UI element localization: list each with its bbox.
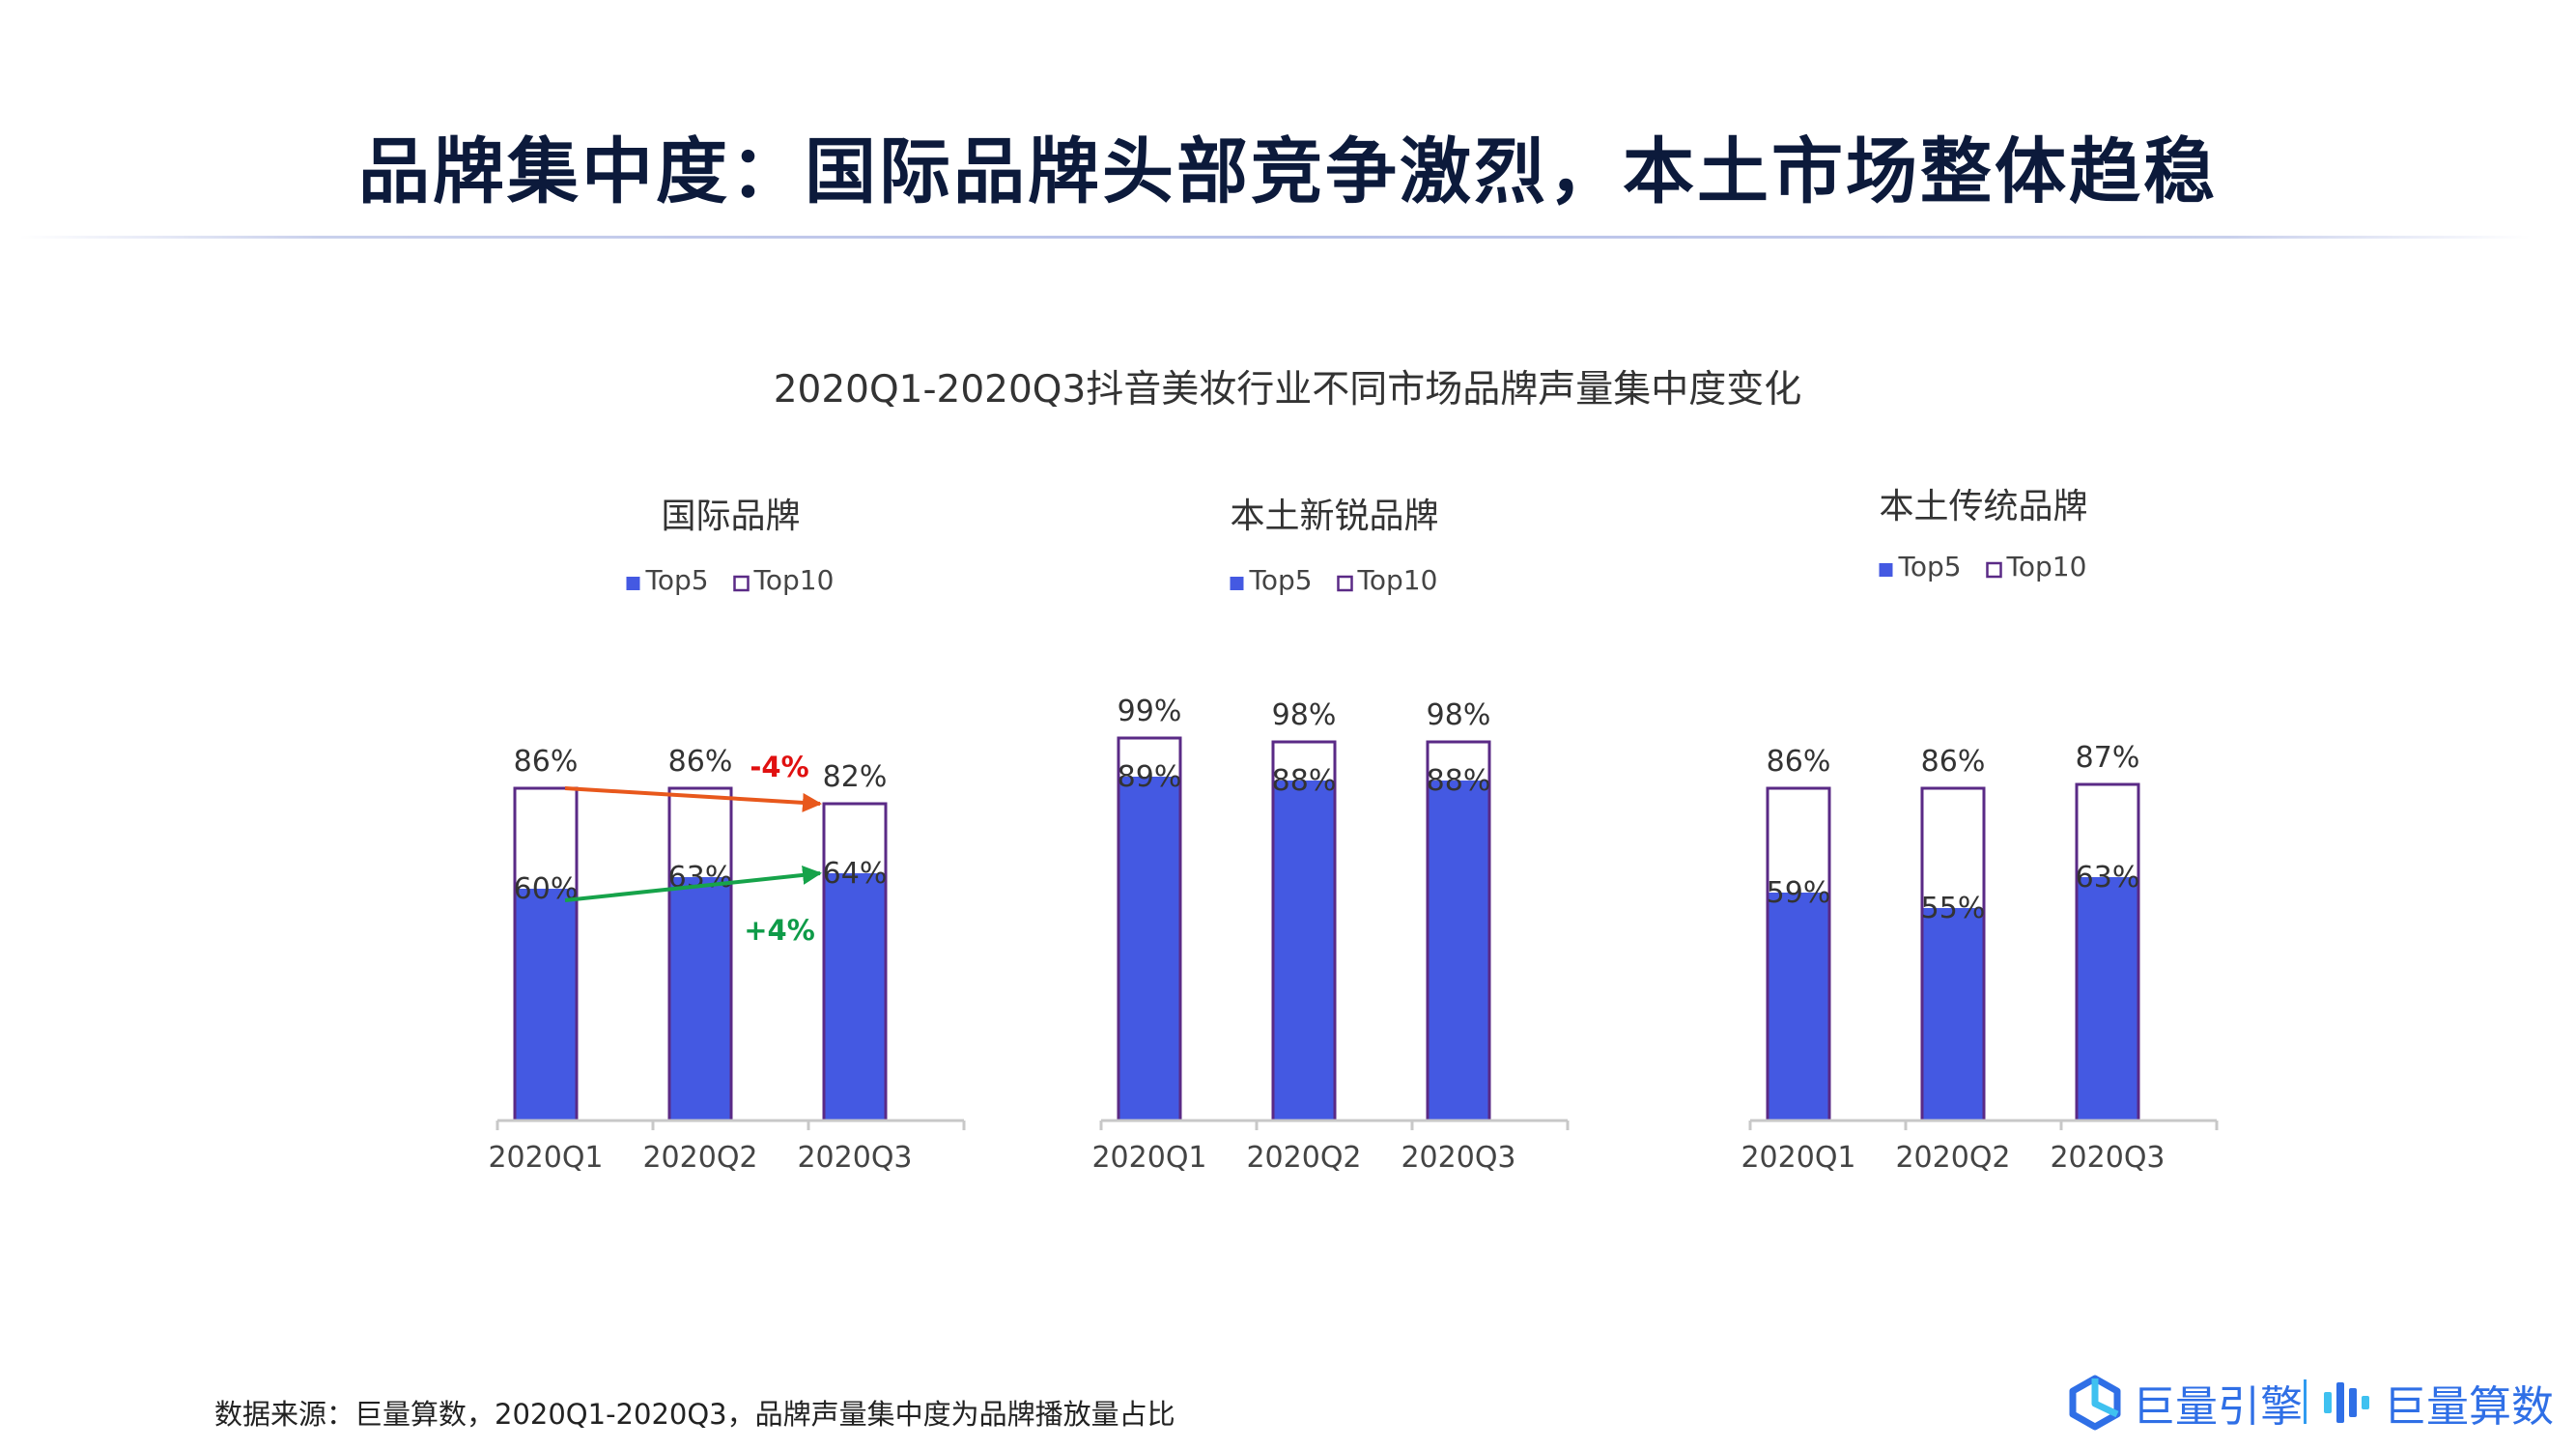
legend-label-top5: Top5 bbox=[1898, 551, 1962, 582]
x-tick-label-2020Q1: 2020Q1 bbox=[488, 1141, 603, 1175]
chart-subtitle: 国际品牌 bbox=[661, 497, 800, 536]
brand-logo-right-text: 巨量算数 bbox=[2384, 1382, 2554, 1432]
bar-top5-2020Q3 bbox=[2078, 877, 2137, 1121]
chart-main-title: 2020Q1-2020Q3抖音美妆行业不同市场品牌声量集中度变化 bbox=[774, 368, 1802, 412]
x-tick-label-2020Q3: 2020Q3 bbox=[1401, 1141, 1515, 1175]
bar-top5-2020Q3 bbox=[1429, 781, 1488, 1121]
data-label-top5-2020Q3: 88% bbox=[1427, 764, 1491, 798]
data-label-top10-2020Q2: 98% bbox=[1272, 698, 1337, 732]
data-label-top10-2020Q1: 86% bbox=[1767, 745, 1831, 779]
bar-top5-2020Q1 bbox=[1769, 893, 1828, 1121]
data-label-top10-2020Q2: 86% bbox=[668, 745, 733, 779]
arrow-decrease bbox=[564, 786, 822, 812]
data-label-top5-2020Q1: 59% bbox=[1767, 876, 1831, 910]
x-tick-label-2020Q3: 2020Q3 bbox=[797, 1141, 912, 1175]
bar-top5-2020Q3 bbox=[825, 873, 885, 1121]
bar-top5-2020Q2 bbox=[1923, 908, 1983, 1121]
annotation-decrease-label: -4% bbox=[750, 751, 808, 783]
data-label-top10-2020Q3: 98% bbox=[1427, 698, 1491, 732]
data-label-top5-2020Q1: 89% bbox=[1118, 760, 1182, 794]
data-label-top5-2020Q2: 88% bbox=[1272, 764, 1337, 798]
bar-top5-2020Q1 bbox=[1119, 777, 1179, 1121]
data-label-top10-2020Q3: 87% bbox=[2076, 741, 2140, 775]
legend-label-top10: Top10 bbox=[1357, 564, 1438, 596]
brand-logo-left-text: 巨量引擎 bbox=[2133, 1382, 2303, 1432]
ocean-engine-logo-icon bbox=[2069, 1375, 2121, 1431]
chart-legend: Top5 Top10 bbox=[626, 564, 835, 596]
x-tick-label-2020Q3: 2020Q3 bbox=[2050, 1141, 2165, 1175]
data-label-top5-2020Q2: 55% bbox=[1921, 892, 1986, 925]
title-divider bbox=[19, 236, 2531, 239]
x-tick-label-2020Q2: 2020Q2 bbox=[642, 1141, 757, 1175]
brand-separator bbox=[2304, 1379, 2307, 1424]
footnote-source: 数据来源：巨量算数，2020Q1-2020Q3，品牌声量集中度为品牌播放量占比 bbox=[214, 1398, 1175, 1431]
x-tick-label-2020Q1: 2020Q1 bbox=[1091, 1141, 1206, 1175]
legend-swatch-top5 bbox=[1230, 577, 1244, 590]
legend-swatch-top5 bbox=[626, 577, 640, 590]
chart-panel-3: 本土传统品牌 Top5 Top10 86% 59% 2020Q1 86% 55% 2020Q2 8… bbox=[1741, 487, 2219, 1175]
chart-subtitle: 本土新锐品牌 bbox=[1230, 497, 1438, 536]
bar-top5-2020Q1 bbox=[516, 889, 576, 1121]
annotation-increase-label: +4% bbox=[744, 914, 815, 947]
data-label-top5-2020Q3: 64% bbox=[823, 857, 888, 891]
legend-swatch-top5 bbox=[1879, 563, 1893, 577]
legend-swatch-top10 bbox=[733, 575, 750, 592]
brand-logo-right: 巨量算数 bbox=[2318, 1372, 2554, 1434]
x-tick-label-2020Q1: 2020Q1 bbox=[1741, 1141, 1855, 1175]
chart-panel-2: 本土新锐品牌 Top5 Top10 99% 89% 2020Q1 98% 88% 2020Q2 9… bbox=[1091, 497, 1570, 1175]
legend-label-top5: Top5 bbox=[1249, 564, 1313, 596]
legend-swatch-top10 bbox=[1986, 561, 2002, 579]
bar-top5-2020Q2 bbox=[670, 877, 730, 1121]
data-label-top10-2020Q3: 82% bbox=[823, 760, 888, 794]
legend-label-top5: Top5 bbox=[645, 564, 709, 596]
data-label-top5-2020Q3: 63% bbox=[2076, 861, 2140, 895]
data-label-top10-2020Q2: 86% bbox=[1921, 745, 1986, 779]
data-label-top10-2020Q1: 99% bbox=[1118, 695, 1182, 728]
x-tick-label-2020Q2: 2020Q2 bbox=[1246, 1141, 1361, 1175]
chart-subtitle: 本土传统品牌 bbox=[1879, 487, 2087, 526]
legend-label-top10: Top10 bbox=[753, 564, 835, 596]
data-label-top10-2020Q1: 86% bbox=[514, 745, 579, 779]
chart-legend: Top5 Top10 bbox=[1879, 551, 2087, 582]
legend-swatch-top10 bbox=[1337, 575, 1353, 592]
legend-label-top10: Top10 bbox=[2006, 551, 2087, 582]
x-tick-label-2020Q2: 2020Q2 bbox=[1895, 1141, 2010, 1175]
bar-top5-2020Q2 bbox=[1274, 781, 1334, 1121]
brand-logo-left: 巨量引擎 bbox=[2067, 1372, 2303, 1434]
chart-legend: Top5 Top10 bbox=[1230, 564, 1438, 596]
arrow-increase bbox=[564, 865, 822, 902]
suanshu-logo-icon bbox=[2324, 1382, 2369, 1423]
page-title: 品牌集中度：国际品牌头部竞争激烈，本土市场整体趋稳 bbox=[358, 130, 2218, 213]
